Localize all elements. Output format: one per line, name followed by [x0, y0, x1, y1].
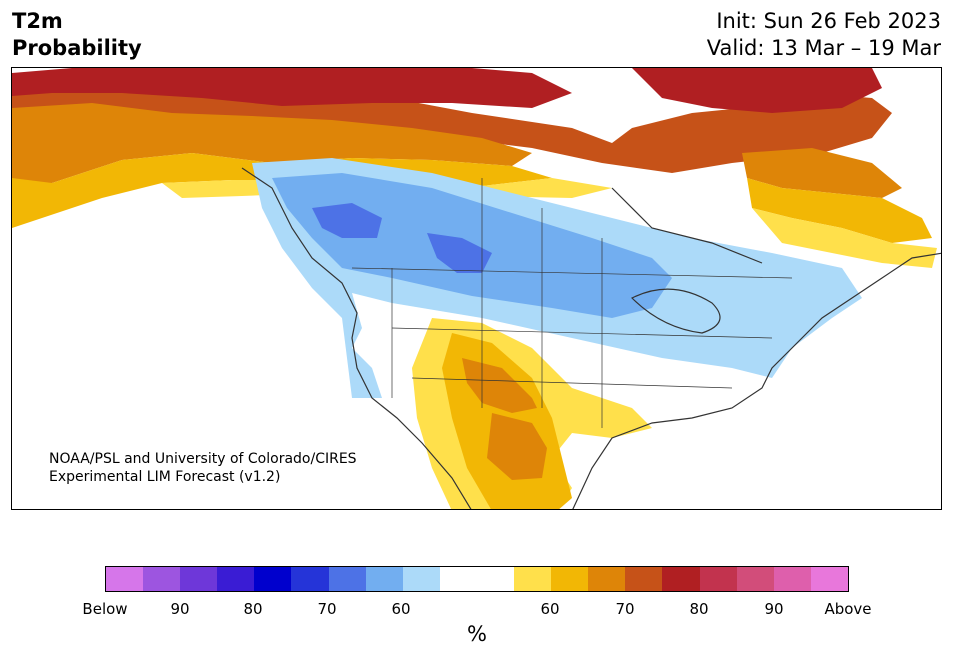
colorbar-unit: % — [467, 622, 487, 646]
colorbar-tick-label: 90 — [170, 600, 190, 618]
colorbar-tick-label: 60 — [391, 600, 411, 618]
colorbar-tick-label: 60 — [540, 600, 560, 618]
cold-80-region-west — [312, 203, 382, 238]
colorbar-segment — [736, 567, 774, 591]
warm-east-canada-pale — [752, 208, 937, 268]
colorbar-segment — [625, 567, 663, 591]
warm-rust-region — [12, 78, 892, 173]
colorbar-segment — [662, 567, 700, 591]
warm-orange-region — [12, 103, 532, 193]
state-borders — [351, 178, 793, 428]
colorbar-tick-label: 70 — [615, 600, 635, 618]
colorbar-segment — [328, 567, 366, 591]
colorbar-segment — [254, 567, 292, 591]
colorbar-segment — [476, 567, 515, 591]
colorbar-segment — [514, 567, 552, 591]
warm-east-canada-region — [742, 148, 902, 198]
colorbar-segment — [217, 567, 255, 591]
colorbar-segment — [588, 567, 626, 591]
colorbar-segment — [143, 567, 181, 591]
colorbar-segment — [180, 567, 218, 591]
probability-map — [12, 68, 941, 509]
colorbar-tick-label: Above — [824, 600, 872, 618]
map-title: T2m Probability — [12, 8, 142, 62]
colorbar-tick-label: 80 — [689, 600, 709, 618]
colorbar-segment — [291, 567, 329, 591]
colorbar-segment — [810, 567, 848, 591]
colorbar-segment — [106, 567, 144, 591]
forecast-dates: Init: Sun 26 Feb 2023 Valid: 13 Mar – 19… — [707, 8, 941, 62]
colorbar-tick-label: 90 — [764, 600, 784, 618]
colorbar-tick-label: Below — [82, 600, 128, 618]
attribution-line-2: Experimental LIM Forecast (v1.2) — [49, 469, 281, 485]
colorbar — [105, 566, 849, 592]
cold-80-region-central — [427, 233, 492, 273]
warm-red-region — [12, 68, 572, 108]
warm-east-canada-yellow — [747, 178, 932, 243]
attribution-line-1: NOAA/PSL and University of Colorado/CIRE… — [49, 451, 357, 467]
colorbar-segment — [365, 567, 403, 591]
colorbar-tick-label: 70 — [317, 600, 337, 618]
colorbar-tick-label: 80 — [243, 600, 263, 618]
colorbar-segment — [551, 567, 589, 591]
title-line-variable: T2m — [12, 9, 63, 33]
warm-sw-orange80 — [462, 358, 547, 480]
colorbar-segment — [699, 567, 737, 591]
title-line-type: Probability — [12, 36, 142, 60]
colorbar-segment — [773, 567, 811, 591]
colorbar-segment — [439, 567, 477, 591]
init-date: Init: Sun 26 Feb 2023 — [716, 9, 941, 33]
coastlines — [241, 167, 941, 509]
attribution: NOAA/PSL and University of Colorado/CIRE… — [49, 450, 357, 486]
valid-range: Valid: 13 Mar – 19 Mar — [706, 36, 941, 60]
map-panel — [11, 67, 942, 510]
colorbar-segment — [402, 567, 440, 591]
warm-red-region-east — [632, 68, 882, 113]
